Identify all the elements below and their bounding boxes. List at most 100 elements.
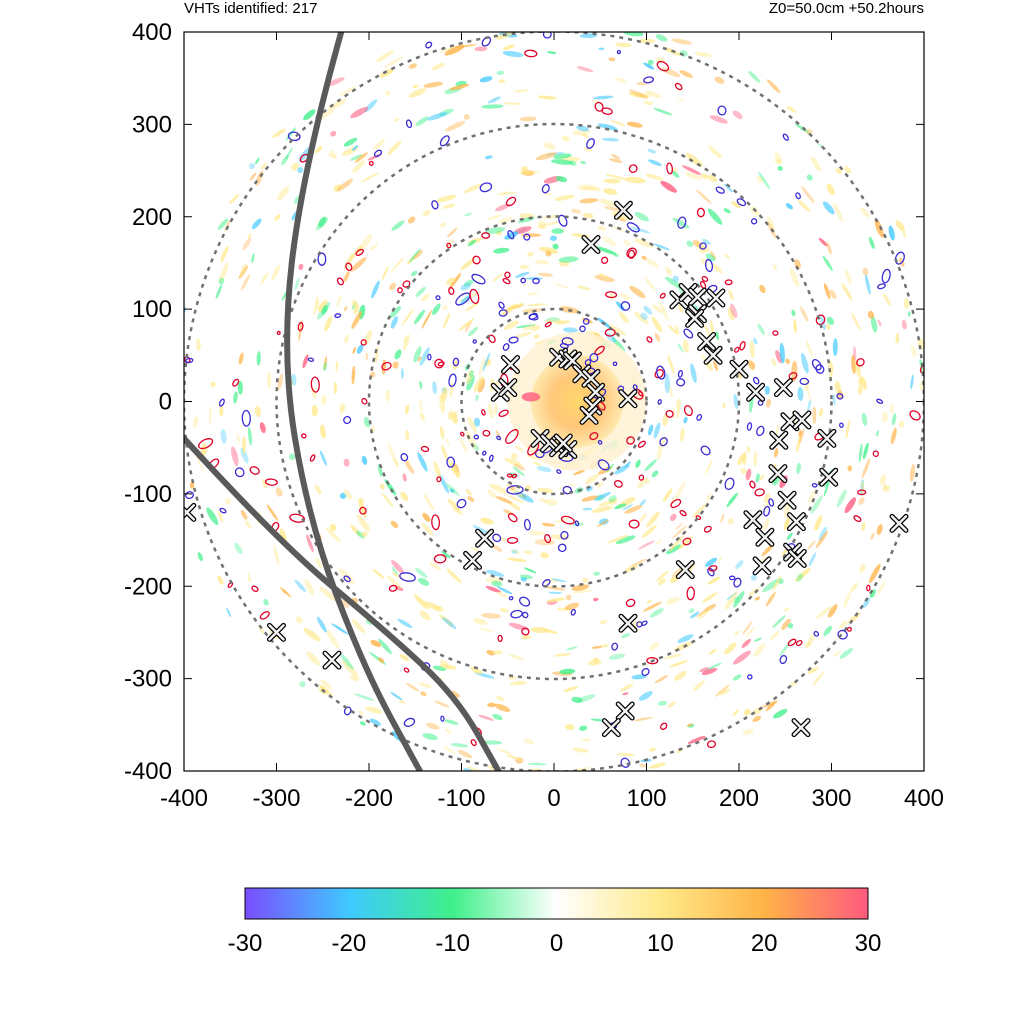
vht-marker <box>601 718 621 738</box>
vht-marker <box>583 396 603 416</box>
field-streak <box>447 227 458 238</box>
vht-contour <box>523 233 531 241</box>
vht-marker-fill <box>820 468 837 486</box>
vht-contour <box>600 256 609 264</box>
vertical-velocity-field <box>179 17 924 779</box>
vht-marker <box>563 351 582 371</box>
field-streak <box>596 519 609 528</box>
field-streak <box>581 495 598 502</box>
field-streak <box>907 311 911 317</box>
field-streak <box>728 289 734 301</box>
field-streak <box>679 70 693 78</box>
field-streak <box>759 284 766 294</box>
field-streak <box>551 228 564 234</box>
vht-contour <box>482 450 487 456</box>
field-streak <box>576 125 589 132</box>
vht-contour <box>469 288 480 305</box>
vht-contour <box>523 518 531 531</box>
field-streak <box>655 34 668 42</box>
field-streak <box>298 263 304 271</box>
field-streak <box>408 88 427 98</box>
vht-contour <box>626 222 640 233</box>
colorbar-tick-label: 30 <box>855 930 882 957</box>
field-streak <box>609 653 625 660</box>
field-streak <box>442 746 456 754</box>
field-streak <box>248 163 256 170</box>
field-streak <box>606 17 622 27</box>
field-streak <box>901 319 907 330</box>
field-streak <box>344 334 349 344</box>
field-streak <box>390 691 403 701</box>
header-run-info: Z0=50.0cm +50.2hours <box>769 0 924 17</box>
field-streak <box>504 457 523 467</box>
field-streak <box>508 495 524 504</box>
field-streak <box>263 598 269 606</box>
field-streak <box>695 189 712 204</box>
vht-marker <box>773 378 793 398</box>
vht-contour <box>456 498 467 509</box>
vht-contour <box>570 608 576 616</box>
field-streak <box>484 227 506 235</box>
vht-marker-fill <box>769 465 787 482</box>
field-streak <box>592 597 599 602</box>
field-streak <box>874 218 884 238</box>
field-streak <box>654 675 668 684</box>
field-streak <box>372 568 385 580</box>
field-streak <box>614 464 630 475</box>
vht-marker <box>572 364 592 384</box>
vht-contour <box>522 611 529 619</box>
vht-marker <box>729 359 749 379</box>
field-streak <box>551 578 567 583</box>
field-streak <box>827 604 838 618</box>
field-streak <box>533 20 540 24</box>
vht-contour <box>657 399 662 405</box>
field-streak <box>497 191 517 196</box>
field-streak <box>566 646 578 651</box>
field-streak <box>777 165 783 171</box>
field-streak <box>440 659 450 668</box>
field-streak <box>506 775 523 779</box>
vht-contour <box>452 357 460 367</box>
field-streak <box>775 350 783 364</box>
field-streak <box>378 638 392 655</box>
vht-marker <box>678 283 698 302</box>
axes: -400 -300 -200 -100 0 100 200 300 400 400 300 200 10… <box>124 19 944 812</box>
field-streak <box>444 121 466 132</box>
vht-contour <box>431 514 441 531</box>
field-streak <box>302 354 309 369</box>
field-streak <box>498 79 505 84</box>
vht-contour <box>659 292 666 299</box>
vht-contour <box>628 164 638 174</box>
field-streak <box>667 355 675 374</box>
field-streak <box>571 696 583 703</box>
field-streak <box>870 316 878 333</box>
field-streak <box>876 430 879 437</box>
vht-contour <box>683 328 694 339</box>
vht-contour <box>625 598 636 608</box>
vht-marker <box>787 549 807 568</box>
vht-contour <box>498 309 508 317</box>
field-streak <box>444 728 452 734</box>
field-streak <box>233 391 238 404</box>
range-ring-200 <box>367 215 741 588</box>
field-streak <box>657 700 668 706</box>
field-streak <box>439 222 446 228</box>
vht-contour <box>733 577 742 588</box>
field-streak <box>862 597 871 609</box>
field-streak <box>352 160 366 173</box>
vht-contour <box>674 82 683 91</box>
field-streak <box>845 270 853 285</box>
vht-contour <box>309 454 316 462</box>
range-rings <box>184 32 924 771</box>
vht-contour <box>479 182 493 193</box>
field-streak <box>343 271 350 282</box>
field-streak <box>179 372 182 379</box>
field-streak <box>649 608 664 618</box>
field-streak <box>643 275 656 292</box>
x-tick-label: 200 <box>719 785 759 812</box>
field-streak <box>641 255 647 261</box>
field-streak <box>579 198 598 204</box>
field-streak <box>646 599 652 604</box>
field-streak <box>439 46 455 53</box>
field-streak <box>412 84 419 88</box>
